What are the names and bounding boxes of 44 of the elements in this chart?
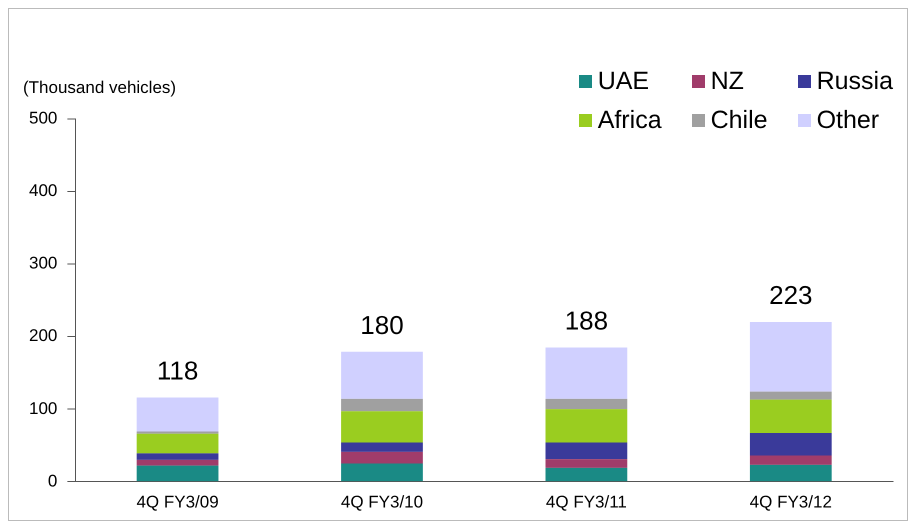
legend-label: Africa xyxy=(598,106,662,135)
x-tick-label: 4Q FY3/10 xyxy=(340,492,424,512)
bar xyxy=(546,459,628,468)
y-tick-label: 200 xyxy=(28,326,58,346)
bar xyxy=(750,464,832,482)
y-tick-label: 500 xyxy=(28,108,58,128)
y-tick-label: 0 xyxy=(48,471,58,490)
bar xyxy=(750,400,832,434)
bar xyxy=(341,411,423,442)
bar xyxy=(341,452,423,464)
bar xyxy=(750,322,832,392)
bar xyxy=(546,409,628,442)
x-tick-label: 4Q FY3/12 xyxy=(750,492,832,512)
bar xyxy=(546,398,628,410)
x-tick-label: 4Q FY3/09 xyxy=(136,492,219,512)
bar xyxy=(136,466,218,482)
bar xyxy=(136,453,218,460)
bar xyxy=(750,392,832,400)
bar xyxy=(546,468,628,482)
bar xyxy=(546,347,628,399)
total-label: 118 xyxy=(156,356,198,386)
total-label: 223 xyxy=(769,280,812,310)
bar xyxy=(341,463,423,482)
bar xyxy=(341,442,423,452)
bar xyxy=(136,397,218,432)
legend-label: Other xyxy=(816,106,880,135)
bar xyxy=(341,398,423,412)
bar xyxy=(750,455,832,465)
bar xyxy=(341,352,423,399)
bar xyxy=(136,434,218,454)
legend-label: NZ xyxy=(710,67,744,96)
y-tick-label: 300 xyxy=(28,254,58,273)
y-tick-label: 100 xyxy=(28,398,58,418)
total-label: 180 xyxy=(360,310,404,340)
legend-label: UAE xyxy=(598,67,650,96)
y-axis-title: (Thousand vehicles) xyxy=(23,78,176,98)
x-tick-label: 4Q FY3/11 xyxy=(546,492,627,512)
legend-label: Russia xyxy=(816,67,893,96)
total-label: 188 xyxy=(564,306,608,336)
bar xyxy=(750,433,832,456)
legend-label: Chile xyxy=(710,106,768,135)
bar xyxy=(546,442,628,460)
y-tick-label: 400 xyxy=(28,181,58,200)
bar xyxy=(136,460,218,466)
